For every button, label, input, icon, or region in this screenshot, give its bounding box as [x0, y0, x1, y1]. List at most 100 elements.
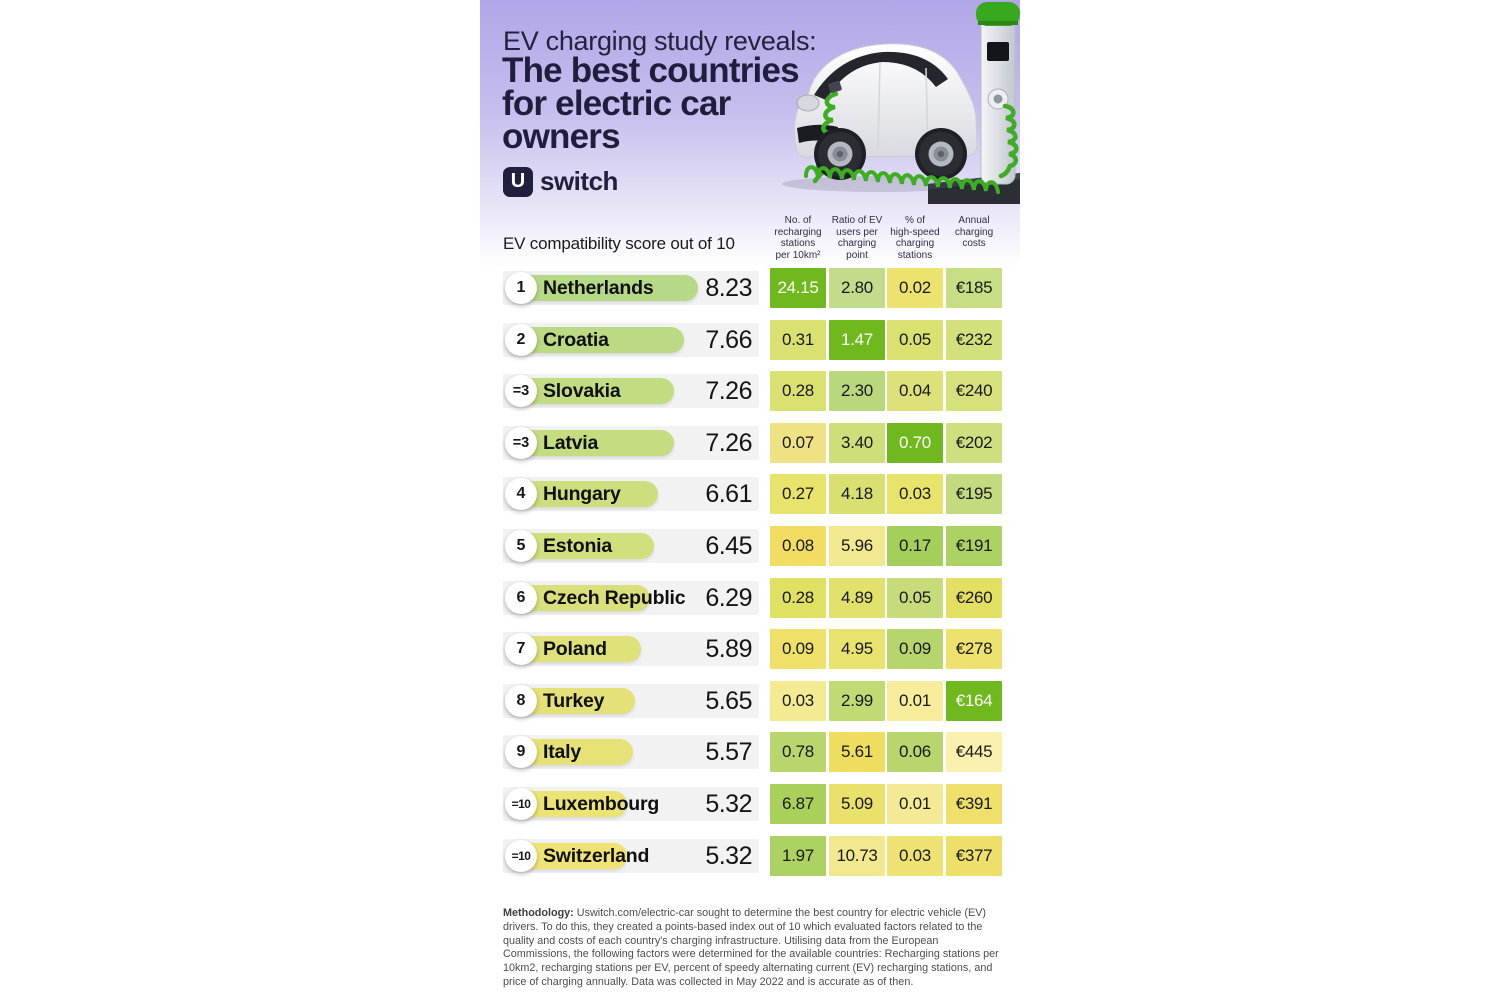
metric-cell-high-speed-pct: 0.05	[887, 319, 943, 360]
score-value: 5.89	[705, 635, 752, 664]
metric-cell-annual-costs: €232	[946, 319, 1002, 360]
metric-cell-ev-users-ratio: 4.18	[829, 474, 885, 515]
country-name: Italy	[543, 741, 582, 764]
metric-cell-ev-users-ratio: 2.80	[829, 268, 885, 308]
rank-value: 6	[516, 588, 526, 606]
page-title: The best countries for electric car owne…	[502, 51, 800, 156]
rank-value: 8	[516, 691, 526, 709]
car-windows	[814, 51, 948, 100]
table-row: 6 Czech Republic 6.29 0.28 4.89 0.05 €26…	[503, 577, 1002, 618]
table-row: =3 Slovakia 7.26 0.28 2.30 0.04 €240	[503, 371, 1002, 412]
rank-value: =3	[512, 383, 530, 400]
table-row: 4 Hungary 6.61 0.27 4.18 0.03 €195	[503, 474, 1002, 515]
score-value: 7.66	[705, 325, 752, 354]
rank-value: 4	[516, 485, 526, 503]
rank-badge: =3	[505, 375, 537, 408]
metric-cell-high-speed-pct: 0.06	[887, 732, 943, 773]
methodology-note: Methodology: Uswitch.com/electric-car so…	[503, 907, 1006, 990]
charging-station-cap	[976, 2, 1020, 26]
rank-badge: =3	[505, 426, 537, 459]
score-value: 5.32	[705, 789, 752, 818]
metric-cell-ev-users-ratio: 2.99	[829, 680, 885, 721]
ground-coiled-cable	[804, 165, 1000, 194]
rank-value: =3	[512, 434, 530, 451]
metric-cell-high-speed-pct: 0.02	[887, 268, 943, 308]
score-value: 7.26	[705, 428, 752, 457]
column-header-high-speed-pct: % of high-speed charging stations	[890, 215, 940, 261]
metric-cell-high-speed-pct: 0.03	[887, 835, 943, 876]
metric-cell-ev-users-ratio: 4.95	[829, 629, 885, 670]
front-wheel	[814, 128, 866, 180]
metric-cell-high-speed-pct: 0.17	[887, 525, 943, 566]
metric-cell-ev-users-ratio: 3.40	[829, 422, 885, 463]
score-axis-label: EV compatibility score out of 10	[503, 234, 735, 253]
score-value: 6.29	[705, 583, 752, 612]
uswitch-logo: U switch	[503, 166, 618, 197]
rank-value: 9	[516, 743, 526, 761]
rank-value: 7	[516, 640, 526, 658]
metric-cell-annual-costs: €240	[946, 371, 1002, 412]
metric-cell-recharging-stations: 0.28	[770, 371, 826, 412]
table-row: 2 Croatia 7.66 0.31 1.47 0.05 €232	[503, 319, 1002, 360]
charging-station-screen	[987, 42, 1009, 61]
metric-cell-high-speed-pct: 0.70	[887, 422, 943, 463]
metric-cell-recharging-stations: 6.87	[770, 783, 826, 824]
rank-value: 2	[516, 330, 526, 348]
car-charge-port	[828, 80, 842, 94]
score-value: 5.57	[705, 738, 752, 767]
metric-cell-recharging-stations: 0.03	[770, 680, 826, 721]
metric-cell-ev-users-ratio: 1.47	[829, 319, 885, 360]
metric-cell-recharging-stations: 0.31	[770, 319, 826, 360]
column-header-annual-costs: Annual charging costs	[954, 215, 994, 249]
metric-cell-annual-costs: €185	[946, 268, 1002, 308]
metric-cell-ev-users-ratio: 5.09	[829, 783, 885, 824]
metric-cell-high-speed-pct: 0.01	[887, 783, 943, 824]
kicker-text: EV charging study reveals:	[503, 26, 817, 56]
score-bar	[507, 275, 698, 301]
country-name: Switzerland	[543, 844, 650, 867]
score-value: 5.32	[705, 841, 752, 870]
metric-cell-ev-users-ratio: 4.89	[829, 577, 885, 618]
metric-cell-high-speed-pct: 0.04	[887, 371, 943, 412]
country-name: Netherlands	[543, 277, 654, 299]
metric-cell-annual-costs: €391	[946, 783, 1002, 824]
infographic-column: EV charging study reveals: The best coun…	[480, 0, 1020, 1000]
score-value: 5.65	[705, 686, 752, 715]
methodology-body: Uswitch.com/electric-car sought to deter…	[503, 907, 999, 988]
metric-cell-annual-costs: €260	[946, 577, 1002, 618]
rank-value: =10	[511, 796, 531, 811]
charging-socket-center	[993, 94, 1003, 104]
rank-badge: 4	[505, 478, 537, 511]
metric-cell-annual-costs: €445	[946, 732, 1002, 773]
country-name: Slovakia	[543, 380, 621, 403]
metric-cell-recharging-stations: 0.09	[770, 629, 826, 670]
rank-badge: 1	[505, 272, 537, 304]
rank-badge: 8	[505, 684, 537, 717]
column-header-ev-users-ratio: Ratio of EV users per charging point	[831, 215, 883, 261]
metric-cell-recharging-stations: 0.27	[770, 474, 826, 515]
rank-badge: =10	[505, 787, 537, 820]
metric-cell-annual-costs: €164	[946, 680, 1002, 721]
rank-value: =10	[511, 848, 531, 863]
rank-badge: =10	[505, 839, 537, 872]
metric-cell-annual-costs: €377	[946, 835, 1002, 876]
uswitch-wordmark: switch	[540, 166, 618, 196]
metric-cell-ev-users-ratio: 2.30	[829, 371, 885, 412]
country-name: Croatia	[543, 328, 609, 351]
score-value: 6.61	[705, 480, 752, 509]
metric-cell-annual-costs: €195	[946, 474, 1002, 515]
country-name: Poland	[543, 638, 607, 661]
car-headlight	[796, 94, 820, 112]
table-row: 9 Italy 5.57 0.78 5.61 0.06 €445	[503, 732, 1002, 773]
table-row: 8 Turkey 5.65 0.03 2.99 0.01 €164	[503, 680, 1002, 721]
table-row: =3 Latvia 7.26 0.07 3.40 0.70 €202	[503, 422, 1002, 463]
metric-cell-high-speed-pct: 0.03	[887, 474, 943, 515]
methodology-label: Methodology:	[503, 907, 574, 919]
column-header-recharging-stations: No. of recharging stations per 10km²	[774, 215, 822, 261]
ev-car-and-charger-illustration	[782, 2, 1020, 204]
charging-station-cap-edge	[978, 21, 1018, 25]
table-row: 1 Netherlands 8.23 24.15 2.80 0.02 €185	[503, 268, 1002, 308]
country-name: Luxembourg	[543, 792, 660, 815]
rank-value: 1	[516, 279, 526, 296]
